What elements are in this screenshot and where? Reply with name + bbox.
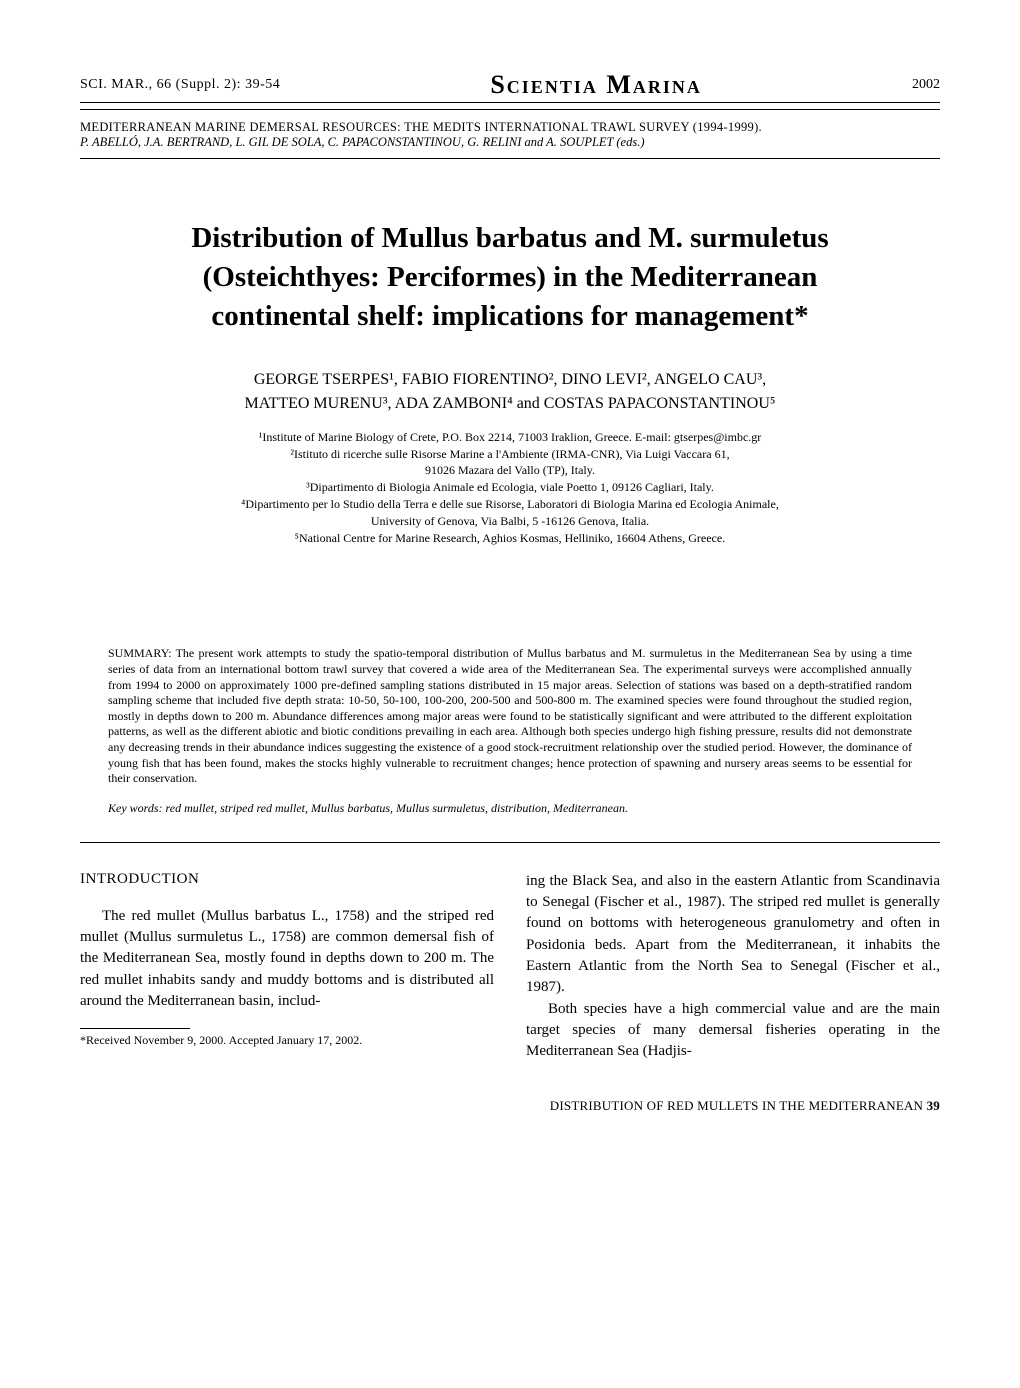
running-head: DISTRIBUTION OF RED MULLETS IN THE MEDIT… xyxy=(550,1098,927,1113)
header-rule-thick xyxy=(80,102,940,103)
summary-label: SUMMARY: xyxy=(108,646,176,660)
footnote-rule xyxy=(80,1028,190,1029)
authors-line-1: GEORGE TSERPES¹, FABIO FIORENTINO², DINO… xyxy=(254,371,766,388)
body-columns: INTRODUCTION The red mullet (Mullus barb… xyxy=(80,871,940,1063)
journal-title: Scientia Marina xyxy=(490,70,702,100)
keywords-label: Key words xyxy=(108,801,159,815)
article-title: Distribution of Mullus barbatus and M. s… xyxy=(100,219,920,336)
issue-meta-line1: MEDITERRANEAN MARINE DEMERSAL RESOURCES:… xyxy=(80,120,940,135)
affiliation-4a: ⁴Dipartimento per lo Studio della Terra … xyxy=(120,496,900,513)
paragraph-1-right: ing the Black Sea, and also in the easte… xyxy=(526,871,940,999)
section-heading-introduction: INTRODUCTION xyxy=(80,871,494,888)
affiliation-3: ³Dipartimento di Biologia Animale ed Eco… xyxy=(120,479,900,496)
left-column: INTRODUCTION The red mullet (Mullus barb… xyxy=(80,871,494,1063)
publication-year: 2002 xyxy=(912,77,940,93)
paragraph-1-left: The red mullet (Mullus barbatus L., 1758… xyxy=(80,906,494,1012)
page-footer: DISTRIBUTION OF RED MULLETS IN THE MEDIT… xyxy=(80,1098,940,1114)
paragraph-2-right: Both species have a high commercial valu… xyxy=(526,999,940,1063)
title-line-3: continental shelf: implications for mana… xyxy=(211,300,808,332)
right-column: ing the Black Sea, and also in the easte… xyxy=(526,871,940,1063)
keywords-text: : red mullet, striped red mullet, Mullus… xyxy=(159,801,628,815)
summary: SUMMARY: The present work attempts to st… xyxy=(108,646,912,786)
affiliation-2b: 91026 Mazara del Vallo (TP), Italy. xyxy=(120,462,900,479)
abstract-rule xyxy=(80,842,940,843)
footnote: *Received November 9, 2000. Accepted Jan… xyxy=(80,1033,494,1048)
title-line-2: (Osteichthyes: Perciformes) in the Medit… xyxy=(203,261,818,293)
body-text-left: The red mullet (Mullus barbatus L., 1758… xyxy=(80,906,494,1012)
title-line-1: Distribution of Mullus barbatus and M. s… xyxy=(191,222,828,254)
affiliation-5: ⁵National Centre for Marine Research, Ag… xyxy=(120,530,900,547)
page-number: 39 xyxy=(927,1098,940,1113)
authors-line-2: MATTEO MURENU³, ADA ZAMBONI⁴ and COSTAS … xyxy=(245,395,776,412)
header-rule-thin xyxy=(80,109,940,110)
page-header: SCI. MAR., 66 (Suppl. 2): 39-54 Scientia… xyxy=(80,70,940,100)
journal-ref: SCI. MAR., 66 (Suppl. 2): 39-54 xyxy=(80,77,280,93)
summary-text: The present work attempts to study the s… xyxy=(108,646,912,785)
authors: GEORGE TSERPES¹, FABIO FIORENTINO², DINO… xyxy=(80,368,940,414)
issue-meta-line2: P. ABELLÓ, J.A. BERTRAND, L. GIL DE SOLA… xyxy=(80,135,940,150)
affiliation-4b: University of Genova, Via Balbi, 5 -1612… xyxy=(120,513,900,530)
affiliation-2a: ²Istituto di ricerche sulle Risorse Mari… xyxy=(120,446,900,463)
affiliations: ¹Institute of Marine Biology of Crete, P… xyxy=(120,429,900,547)
affiliation-1: ¹Institute of Marine Biology of Crete, P… xyxy=(120,429,900,446)
body-text-right: ing the Black Sea, and also in the easte… xyxy=(526,871,940,1063)
keywords: Key words: red mullet, striped red mulle… xyxy=(108,801,912,816)
issue-meta-rule xyxy=(80,158,940,159)
